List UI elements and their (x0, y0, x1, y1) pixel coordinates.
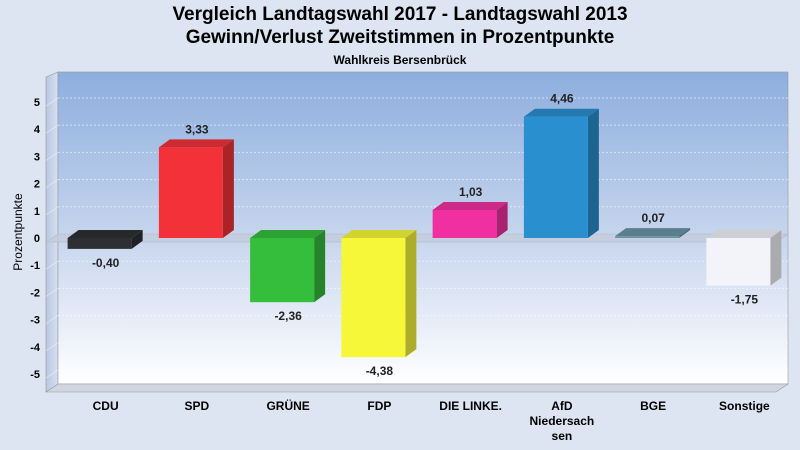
data-label: 1,03 (459, 185, 483, 199)
y-tick-label: -5 (30, 369, 40, 381)
grid-line-wall (45, 369, 59, 379)
bar-5 (523, 108, 599, 238)
category-label: CDU (93, 399, 119, 413)
bar-side (222, 139, 234, 238)
category-label-line: GRÜNE (266, 398, 309, 413)
y-tick-labels: 5 4 3 2 1 0 -1 -2 -3 -4 -5 (30, 97, 41, 381)
bar-top (706, 230, 782, 238)
bar-7 (706, 230, 782, 286)
y-tick-label: 3 (34, 151, 40, 163)
category-label: AfD Niedersach sen (530, 399, 595, 443)
data-label: 0,07 (641, 211, 665, 225)
bar-front (706, 238, 771, 286)
chart-district: Wahlkreis Bersenbrück (333, 53, 467, 67)
data-label: -1,75 (731, 293, 759, 307)
bar-0 (67, 230, 143, 249)
bar-front (615, 236, 680, 238)
category-label-line: sen (552, 429, 573, 443)
bar-front (432, 209, 497, 238)
bar-4 (432, 201, 508, 238)
grid-line-wall (45, 260, 59, 270)
bar-side (314, 230, 326, 303)
bar-front (67, 238, 132, 249)
zero-plane-surface (45, 233, 789, 243)
data-label: 3,33 (185, 122, 209, 136)
y-tick-label: 2 (34, 179, 40, 191)
data-label: 4,46 (550, 92, 574, 106)
data-label: -2,36 (274, 309, 302, 323)
category-label-line: Niedersach (530, 414, 595, 428)
bar-front (523, 116, 588, 238)
y-tick-label: -1 (30, 260, 40, 272)
category-label: DIE LINKE. (439, 399, 502, 413)
y-tick-label: -3 (30, 315, 40, 327)
grid-line-wall (45, 124, 59, 134)
chart-subtitle: Gewinn/Verlust Zweitstimmen in Prozentpu… (185, 27, 615, 48)
bar-front (250, 238, 315, 303)
category-label: Sonstige (719, 399, 770, 413)
chart-title: Vergleich Landtagswahl 2017 - Landtagswa… (172, 4, 628, 25)
y-tick-label: 5 (34, 97, 40, 109)
bar-2 (250, 230, 326, 303)
bar-side (587, 108, 599, 238)
data-label: -0,40 (92, 256, 120, 270)
y-tick-label: -4 (30, 342, 41, 354)
grid-line-wall (45, 206, 59, 216)
y-tick-label: 4 (34, 124, 41, 136)
category-label-line: BGE (640, 399, 666, 413)
y-tick-label: -2 (30, 287, 40, 299)
category-label-line: AfD (551, 399, 573, 413)
grid-line-wall (45, 288, 59, 297)
bar-top (523, 108, 599, 117)
bar-front (158, 147, 223, 238)
bar-side (770, 230, 782, 286)
bar-1 (158, 139, 234, 238)
grid-line-wall (45, 97, 59, 107)
category-label-line: Sonstige (719, 399, 770, 413)
bar-top (158, 139, 234, 148)
y-tick-label: 1 (34, 206, 40, 218)
grid-line-wall (45, 315, 59, 324)
bar-top (250, 230, 326, 238)
bar-top (341, 230, 417, 238)
category-labels: CDU SPD GRÜNE FDP DIE LINKE. AfD Niedersach sen… (93, 398, 770, 443)
bar-side (679, 228, 691, 238)
bar-top (67, 230, 143, 238)
bar-3 (341, 230, 417, 358)
bar-front (341, 238, 406, 358)
category-label: FDP (367, 399, 391, 413)
data-label: -4,38 (366, 364, 394, 378)
bar-top (432, 201, 508, 210)
bar-side (405, 230, 417, 358)
category-label: BGE (640, 399, 666, 413)
category-label-line: CDU (93, 399, 119, 413)
bars: -0,40 3,33 -2,36 -4,38 1,03 4,46 0,07 -1,75 (67, 92, 782, 378)
category-label-line: SPD (185, 399, 210, 413)
bar-6 (615, 228, 691, 238)
plot-frame (45, 71, 789, 393)
category-label: SPD (185, 399, 210, 413)
grid-line-wall (45, 179, 59, 188)
bar-side (496, 201, 508, 238)
category-label: GRÜNE (266, 398, 309, 413)
zero-plane (45, 233, 789, 243)
grid-line-wall (45, 152, 59, 161)
grid-line-wall (45, 342, 59, 352)
floor (45, 383, 789, 393)
bar-top (615, 228, 691, 237)
y-tick-label: 0 (34, 233, 40, 245)
category-label-line: FDP (367, 399, 391, 413)
category-label-line: DIE LINKE. (439, 399, 502, 413)
bar-side (131, 230, 143, 249)
